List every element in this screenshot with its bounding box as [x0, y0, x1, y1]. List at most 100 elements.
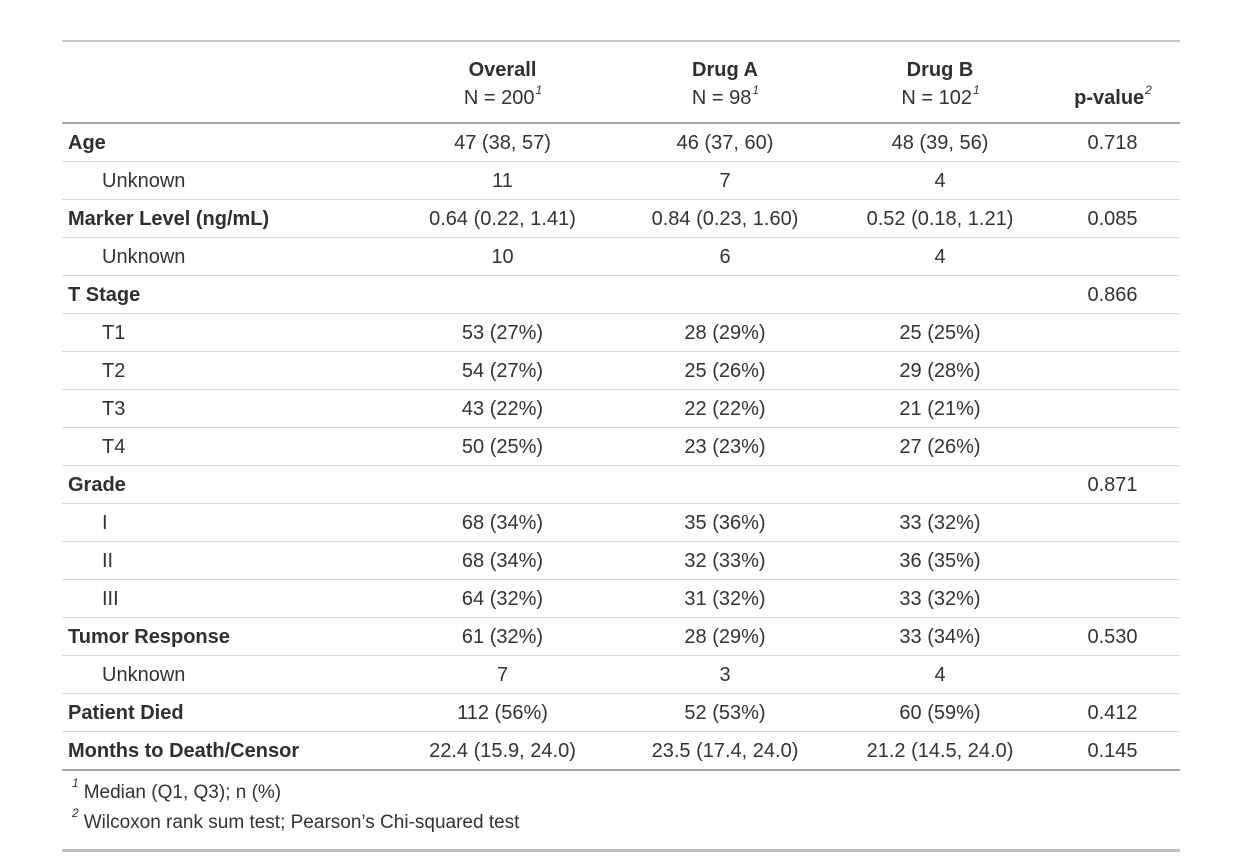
- cell-drug-a: 46 (37, 60): [676, 131, 774, 154]
- cell-drug-a: 32 (33%): [615, 541, 835, 580]
- column-title: Overall: [468, 59, 537, 81]
- row-label: Marker Level (ng/mL): [62, 199, 390, 238]
- cell-overall: 54 (27%): [390, 351, 615, 390]
- cell-drug-a: 28 (29%): [615, 313, 835, 352]
- row-age: Age 47 (38, 57) 46 (37, 60) 48 (39, 56) …: [62, 123, 1180, 162]
- row-grade-ii: II 68 (34%) 32 (33%) 36 (35%): [62, 541, 1180, 580]
- cell-p-value: 0.145: [1045, 731, 1180, 769]
- cell-p-value: [1045, 161, 1180, 200]
- row-tumor-response: Tumor Response 61 (32%) 28 (29%) 33 (34%…: [62, 617, 1180, 656]
- cell-p-value: [1045, 351, 1180, 390]
- footnote-mark: 2: [1145, 83, 1152, 98]
- row-grade-i: I 68 (34%) 35 (36%) 33 (32%): [62, 503, 1180, 542]
- cell-drug-b: 33 (32%): [835, 503, 1045, 542]
- row-label: III: [62, 579, 390, 618]
- row-t-stage: T Stage 0.866: [62, 275, 1180, 314]
- cell-p-value: 0.085: [1045, 199, 1180, 238]
- cell-drug-a: 31 (32%): [615, 579, 835, 618]
- row-label: Unknown: [62, 655, 390, 694]
- cell-p-value: 0.866: [1045, 275, 1180, 314]
- cell-drug-b: 29 (28%): [835, 351, 1045, 390]
- cell-overall: 11: [390, 161, 615, 200]
- cell-drug-a: 3: [615, 655, 835, 694]
- row-grade-iii: III 64 (32%) 31 (32%) 33 (32%): [62, 579, 1180, 618]
- row-months-to-death-censor: Months to Death/Censor 22.4 (15.9, 24.0)…: [62, 731, 1180, 769]
- summary-table: Overall N = 2001 Drug A N = 981 Drug B N…: [62, 42, 1180, 769]
- cell-p-value: [1045, 427, 1180, 466]
- row-label: Age: [68, 131, 106, 154]
- summary-table-container: Overall N = 2001 Drug A N = 981 Drug B N…: [62, 40, 1180, 852]
- cell-overall: 112 (56%): [390, 693, 615, 732]
- column-title: Drug A: [692, 59, 758, 81]
- footnote-mark: 2: [72, 805, 79, 820]
- cell-drug-a: 7: [615, 161, 835, 200]
- cell-overall: 10: [390, 237, 615, 276]
- row-marker-level: Marker Level (ng/mL) 0.64 (0.22, 1.41) 0…: [62, 199, 1180, 238]
- cell-drug-a: 6: [615, 237, 835, 276]
- cell-p-value: [1045, 541, 1180, 580]
- cell-drug-b: 21.2 (14.5, 24.0): [835, 731, 1045, 769]
- cell-drug-b: 4: [835, 655, 1045, 694]
- row-t2: T2 54 (27%) 25 (26%) 29 (28%): [62, 351, 1180, 390]
- row-label: Months to Death/Censor: [62, 731, 390, 769]
- cell-p-value: [1045, 313, 1180, 352]
- row-label: T2: [62, 351, 390, 390]
- cell-p-value: [1045, 655, 1180, 694]
- row-grade: Grade 0.871: [62, 465, 1180, 504]
- cell-drug-b: 0.52 (0.18, 1.21): [835, 199, 1045, 238]
- footnote-text: Wilcoxon rank sum test; Pearson’s Chi-sq…: [83, 812, 520, 833]
- row-label: T1: [62, 313, 390, 352]
- cell-drug-b: 48 (39, 56): [891, 131, 989, 154]
- header-row: Overall N = 2001 Drug A N = 981 Drug B N…: [62, 42, 1180, 124]
- cell-overall: 22.4 (15.9, 24.0): [390, 731, 615, 769]
- cell-drug-b: 27 (26%): [835, 427, 1045, 466]
- cell-overall: 68 (34%): [390, 541, 615, 580]
- cell-overall: [390, 465, 615, 504]
- cell-drug-a: [615, 465, 835, 504]
- footnote-1: 1 Median (Q1, Q3); n (%): [72, 775, 1170, 808]
- footnote-mark: 1: [752, 83, 760, 98]
- cell-drug-b: [835, 275, 1045, 314]
- cell-overall: [390, 275, 615, 314]
- cell-overall: 68 (34%): [390, 503, 615, 542]
- cell-p-value: 0.412: [1045, 693, 1180, 732]
- cell-drug-a: 35 (36%): [615, 503, 835, 542]
- column-title: Drug B: [906, 59, 974, 81]
- header-cell-p-value: p-value2: [1045, 42, 1180, 124]
- cell-drug-a: [615, 275, 835, 314]
- footnote-mark: 1: [535, 83, 543, 98]
- footnote-text: Median (Q1, Q3); n (%): [83, 782, 282, 803]
- row-age-unknown: Unknown 11 7 4: [62, 161, 1180, 200]
- column-n: N = 2001: [463, 83, 543, 109]
- table-header: Overall N = 2001 Drug A N = 981 Drug B N…: [62, 42, 1180, 124]
- header-cell-label: [62, 42, 390, 124]
- cell-drug-b: 21 (21%): [835, 389, 1045, 428]
- row-t1: T1 53 (27%) 28 (29%) 25 (25%): [62, 313, 1180, 352]
- cell-drug-a: 25 (26%): [615, 351, 835, 390]
- row-label: T Stage: [62, 275, 390, 314]
- row-label: T4: [62, 427, 390, 466]
- cell-drug-a: 23 (23%): [615, 427, 835, 466]
- cell-drug-b: 4: [835, 161, 1045, 200]
- row-label: Patient Died: [62, 693, 390, 732]
- cell-drug-b: 33 (34%): [835, 617, 1045, 656]
- cell-overall: 0.64 (0.22, 1.41): [390, 199, 615, 238]
- cell-overall: 64 (32%): [390, 579, 615, 618]
- footnote-mark: 1: [72, 775, 79, 790]
- row-t3: T3 43 (22%) 22 (22%) 21 (21%): [62, 389, 1180, 428]
- row-label: I: [62, 503, 390, 542]
- cell-drug-a: 28 (29%): [615, 617, 835, 656]
- cell-drug-b: 33 (32%): [835, 579, 1045, 618]
- header-cell-drug-b: Drug B N = 1021: [835, 42, 1045, 124]
- column-n: N = 1021: [901, 83, 980, 109]
- column-n: N = 981: [691, 83, 760, 109]
- cell-drug-b: 60 (59%): [835, 693, 1045, 732]
- row-patient-died: Patient Died 112 (56%) 52 (53%) 60 (59%)…: [62, 693, 1180, 732]
- cell-overall: 43 (22%): [390, 389, 615, 428]
- cell-overall: 47 (38, 57): [454, 131, 551, 154]
- cell-drug-b: [835, 465, 1045, 504]
- row-label: Tumor Response: [62, 617, 390, 656]
- footnote-mark: 1: [972, 83, 980, 98]
- row-label: II: [62, 541, 390, 580]
- row-label: Grade: [62, 465, 390, 504]
